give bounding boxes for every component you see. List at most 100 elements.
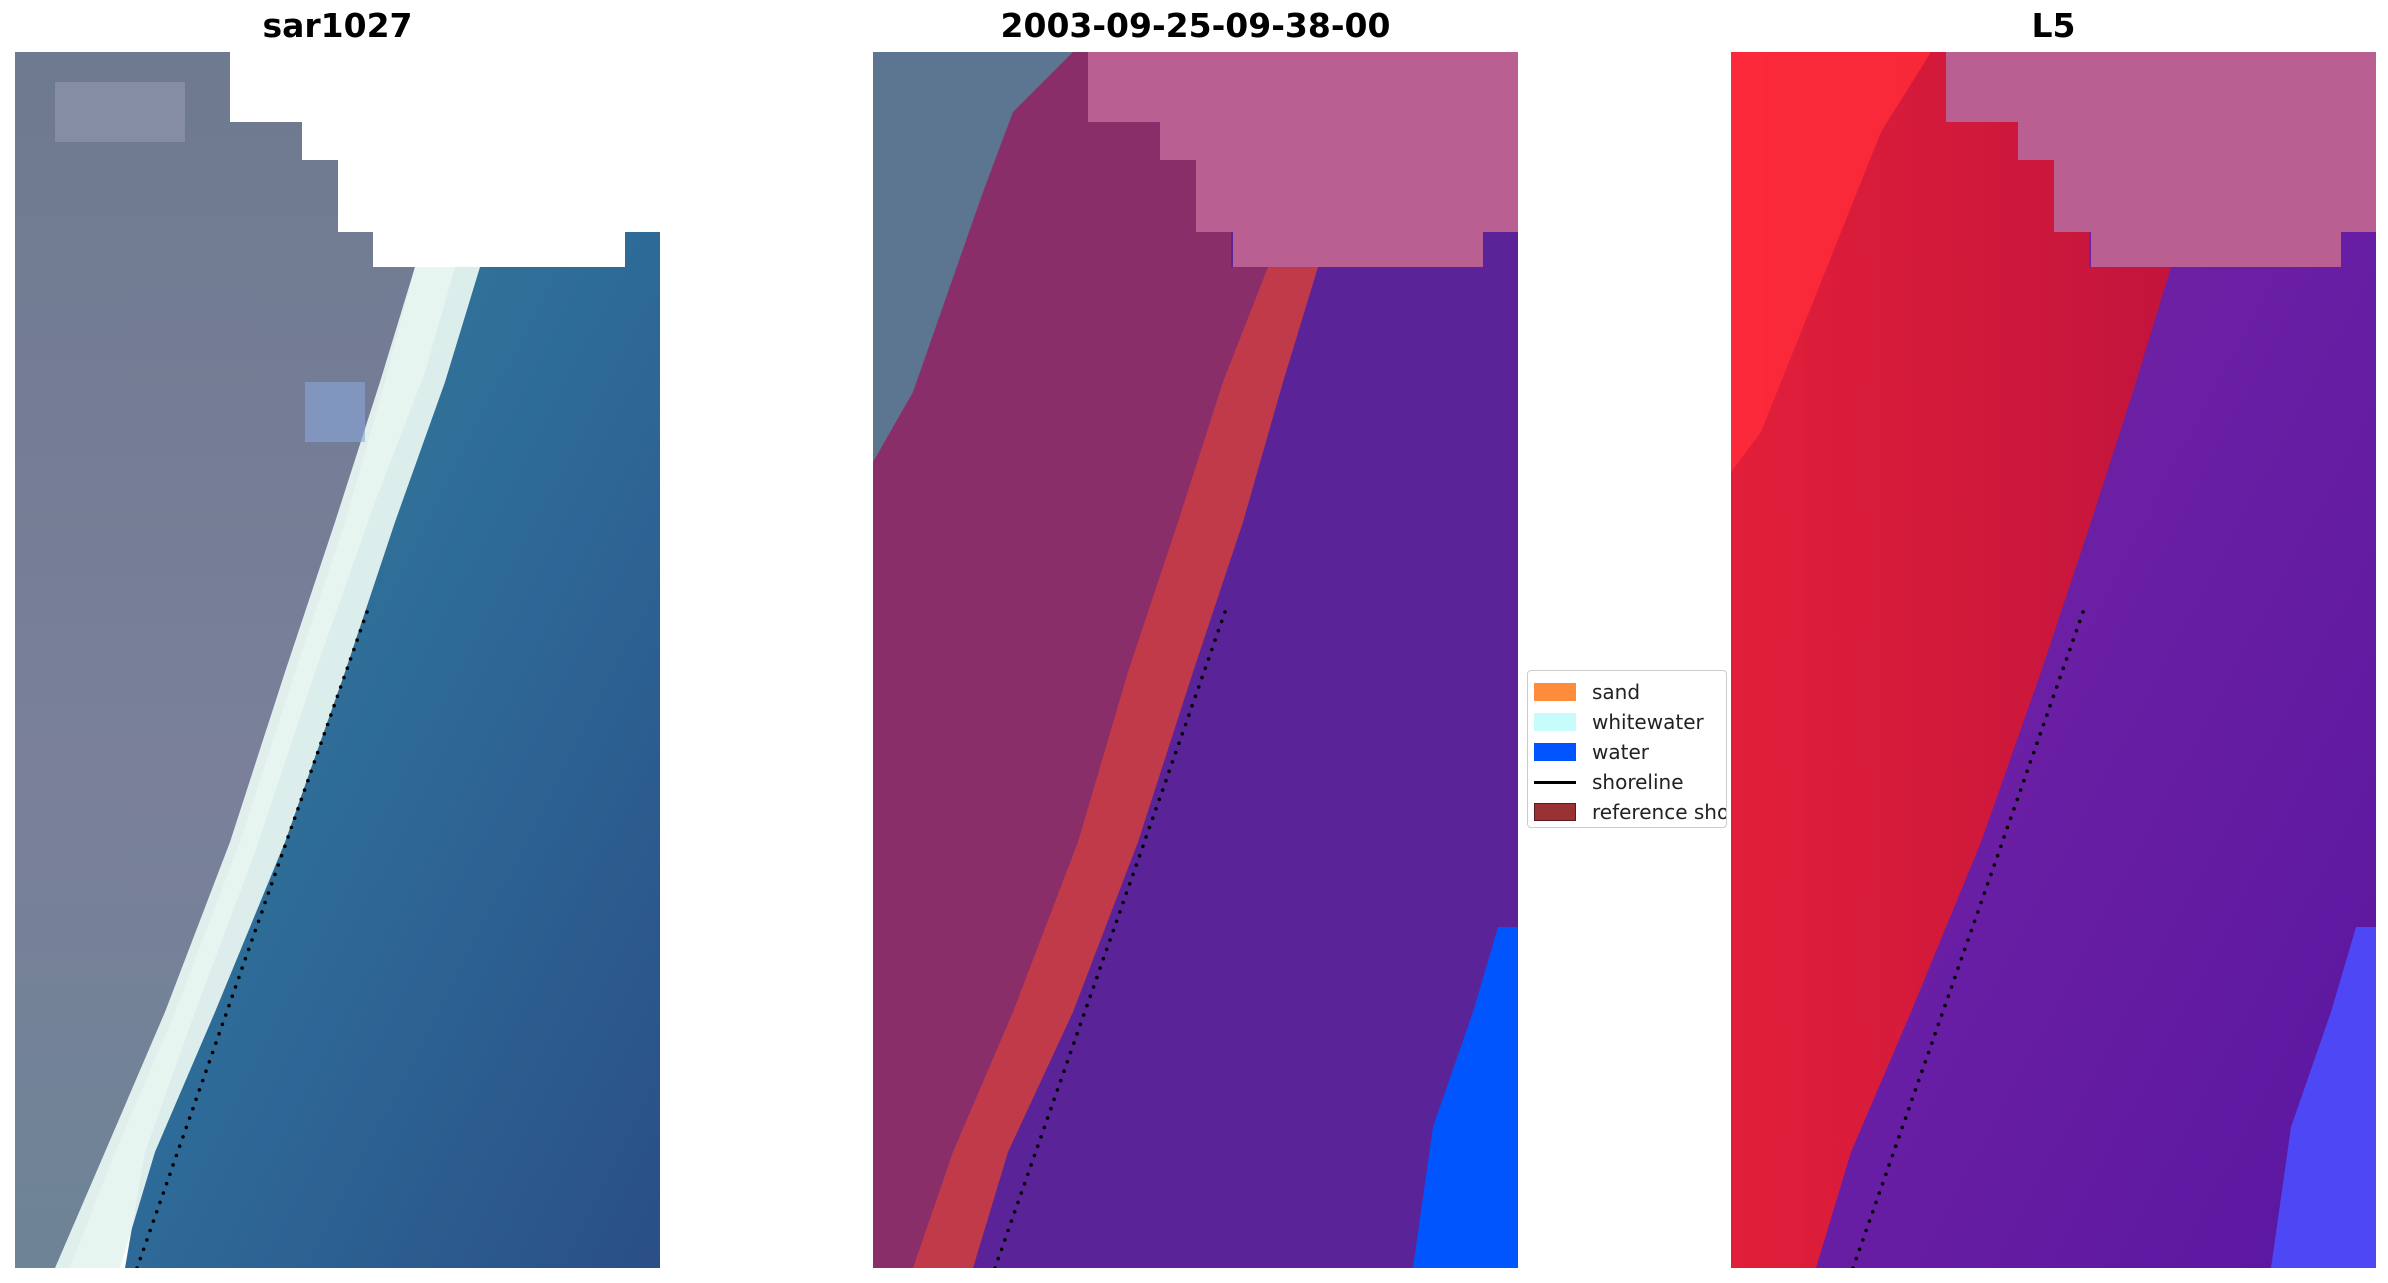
shoreline-dot xyxy=(1930,1041,1934,1045)
shoreline-dot xyxy=(1150,816,1155,820)
shoreline-dot xyxy=(260,910,264,914)
shoreline-dot xyxy=(1854,1256,1859,1261)
shoreline-dot xyxy=(2012,807,2016,811)
shoreline-dot xyxy=(1114,919,1119,924)
shoreline-dot xyxy=(1216,628,1221,633)
rgb-image-panel xyxy=(15,52,660,1268)
shoreline-dot xyxy=(1147,825,1152,830)
shoreline-dot xyxy=(256,919,261,924)
shoreline-dot xyxy=(2018,788,2023,792)
shoreline-dot xyxy=(2005,825,2010,830)
unclassified-region xyxy=(873,52,1073,462)
shoreline-dots xyxy=(1851,610,2085,1268)
shoreline-dot xyxy=(1121,900,1125,905)
blue-water-region xyxy=(2271,927,2376,1268)
sand-class-band xyxy=(913,267,1318,1268)
shoreline-dot xyxy=(197,1088,202,1092)
shoreline-dot xyxy=(174,1153,179,1158)
shoreline-dot xyxy=(319,741,323,745)
shoreline-dot xyxy=(345,666,350,670)
shoreline-dot xyxy=(2022,778,2026,783)
shoreline-dot xyxy=(1180,732,1185,736)
bright-red-region xyxy=(1731,52,1931,472)
legend-label: sand xyxy=(1592,680,1641,704)
legend-label: water xyxy=(1592,740,1649,764)
shoreline-dot xyxy=(1196,685,1201,689)
shoreline-dot xyxy=(286,835,290,839)
shoreline-dot xyxy=(2038,732,2043,736)
shoreline-dot xyxy=(237,975,241,980)
shoreline-dot xyxy=(1042,1125,1047,1130)
shoreline-dot xyxy=(322,732,327,736)
shoreline-dot xyxy=(168,1172,172,1177)
shoreline-dot xyxy=(1992,863,1997,867)
shoreline-dot xyxy=(1887,1163,1891,1167)
shoreline-dot xyxy=(1072,1041,1076,1045)
shoreline-dot xyxy=(138,1256,143,1261)
shoreline-dot xyxy=(1078,1022,1083,1027)
legend-item-shoreline: shoreline xyxy=(1534,767,1726,797)
shoreline-dot xyxy=(1154,807,1158,811)
shoreline-dot xyxy=(1884,1172,1888,1177)
shoreline-dot xyxy=(263,900,267,905)
shoreline-dot xyxy=(1989,872,1993,877)
shoreline-dot xyxy=(1160,788,1165,792)
shoreline-dot xyxy=(177,1144,182,1148)
shoreline-dot xyxy=(2031,750,2036,755)
shoreline-dot xyxy=(1183,722,1188,727)
shoreline-dot xyxy=(1979,900,1983,905)
shoreline-dot xyxy=(2074,628,2079,633)
shoreline-dot xyxy=(2048,703,2052,708)
shoreline-dot xyxy=(283,844,287,849)
shoreline-dot xyxy=(999,1247,1004,1252)
shoreline-dot xyxy=(217,1031,221,1036)
shoreline-dot xyxy=(243,956,248,961)
sand-swatch-icon xyxy=(1534,683,1576,701)
shoreline-dot xyxy=(1039,1135,1043,1139)
shoreline-dot xyxy=(1949,985,1954,989)
shoreline-dot xyxy=(1907,1106,1911,1111)
shoreline-dot xyxy=(1976,910,1980,914)
shoreline-dots xyxy=(993,610,1227,1268)
shoreline-dot xyxy=(1187,713,1191,717)
reference-shoreline-swatch-icon xyxy=(1534,803,1576,821)
shoreline-dot xyxy=(230,994,235,998)
shoreline-dot xyxy=(1985,882,1990,886)
shoreline-dot xyxy=(1966,938,1970,942)
shoreline-dot xyxy=(2002,835,2006,839)
shoreline-dot xyxy=(2054,685,2059,689)
shoreline-dot xyxy=(1111,928,1116,933)
shoreline-dot xyxy=(1893,1144,1898,1148)
water-region xyxy=(125,232,660,1268)
shoreline-dot xyxy=(1088,994,1093,998)
nodata-region xyxy=(1946,52,2376,267)
shoreline-dot xyxy=(1874,1200,1878,1205)
shoreline-dot xyxy=(299,797,304,802)
shoreline-dot xyxy=(1923,1060,1928,1064)
shoreline-dot xyxy=(1943,1003,1947,1008)
shoreline-dot xyxy=(1098,966,1102,970)
shoreline-dot xyxy=(253,928,258,933)
legend: sand whitewater water shoreline referenc… xyxy=(1527,670,1727,828)
shoreline-dot xyxy=(312,760,317,764)
shoreline-dot xyxy=(2061,666,2066,670)
legend-item-water: water xyxy=(1534,737,1726,767)
shoreline-dot xyxy=(1095,975,1099,980)
shoreline-dot xyxy=(1210,647,1214,652)
shoreline-dot xyxy=(154,1210,159,1214)
shoreline-dot xyxy=(210,1050,215,1055)
bright-water-region xyxy=(1413,927,1518,1268)
shoreline-dot xyxy=(1055,1088,1060,1092)
shoreline-dot xyxy=(325,722,330,727)
shoreline-dot xyxy=(1851,1266,1855,1268)
shoreline-dot xyxy=(1127,882,1132,886)
shoreline-dot xyxy=(135,1266,139,1268)
shoreline-dot xyxy=(1144,835,1148,839)
shoreline-dot xyxy=(148,1228,152,1233)
shoreline-dot xyxy=(279,853,284,858)
shoreline-dot xyxy=(1029,1163,1033,1167)
classified-image-panel xyxy=(873,52,1518,1268)
shoreline-dot xyxy=(1936,1022,1941,1027)
shoreline-dot xyxy=(1124,891,1129,895)
shoreline-dot xyxy=(1049,1106,1053,1111)
